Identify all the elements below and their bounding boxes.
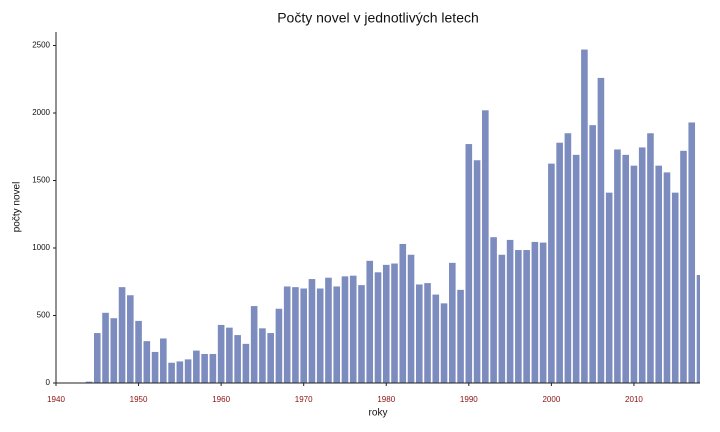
x-tick-label: 2000 (542, 395, 560, 404)
bar (127, 295, 134, 383)
bar (449, 262, 456, 383)
bar (275, 308, 283, 383)
bar (663, 172, 671, 383)
bar (622, 154, 629, 383)
bar (358, 285, 365, 383)
bar (349, 275, 357, 383)
bar (234, 335, 241, 383)
x-tick-label: 1990 (460, 395, 478, 404)
y-tick-label: 1000 (32, 243, 50, 252)
y-axis-label: počty novel (12, 182, 23, 233)
bar (506, 239, 514, 383)
bar (292, 287, 299, 383)
bar (523, 250, 530, 383)
bar (151, 351, 159, 383)
bar (267, 333, 274, 383)
bar (556, 142, 563, 383)
bar (143, 341, 151, 383)
bar (209, 353, 217, 383)
bar (226, 327, 233, 383)
bar (176, 361, 184, 383)
bar (473, 160, 481, 383)
bar (415, 284, 423, 383)
bar (647, 133, 654, 383)
x-tick-label: 1940 (47, 395, 65, 404)
bar (201, 353, 208, 383)
x-axis-label: roky (369, 408, 388, 419)
bar (457, 289, 464, 383)
bar (85, 381, 93, 383)
bar (424, 283, 431, 383)
bar (399, 243, 407, 383)
bar (655, 165, 663, 383)
bar (680, 150, 687, 383)
bar (515, 250, 522, 383)
bar (160, 338, 167, 383)
bar (382, 264, 390, 383)
bar (440, 303, 448, 383)
bar (572, 154, 580, 383)
bar (597, 77, 605, 383)
bar (366, 260, 374, 383)
bar (325, 277, 332, 383)
x-tick-label: 1980 (377, 395, 395, 404)
bar (333, 286, 341, 383)
bar (242, 343, 250, 383)
bar (341, 276, 349, 383)
bar (531, 241, 539, 383)
chart-title: Počty novel v jednotlivých letech (277, 10, 479, 26)
bars (85, 49, 700, 383)
bar (110, 318, 118, 383)
bar (548, 163, 555, 383)
y-tick-label: 1500 (32, 176, 50, 185)
x-tick-label: 1950 (130, 395, 148, 404)
bar (118, 287, 126, 383)
bar (581, 49, 588, 383)
bar (564, 133, 572, 383)
bar (490, 237, 497, 383)
bar (696, 275, 700, 383)
bar (688, 122, 696, 383)
bar (391, 263, 398, 383)
bar (671, 192, 679, 383)
bar (589, 125, 596, 383)
bar (168, 362, 175, 383)
bar (259, 328, 266, 383)
bar (102, 312, 109, 383)
y-tick-label: 500 (37, 311, 51, 320)
x-tick-label: 2010 (625, 395, 643, 404)
x-tick-label: 1960 (212, 395, 230, 404)
bar (614, 149, 621, 383)
bar (630, 165, 638, 383)
x-tick-label: 1970 (295, 395, 313, 404)
bar (482, 110, 489, 383)
bar (465, 144, 473, 383)
bar (193, 350, 200, 383)
bar (638, 147, 646, 383)
bar (316, 288, 324, 383)
bar (250, 306, 258, 383)
y-tick-label: 2000 (32, 108, 50, 117)
bar (217, 324, 225, 383)
bar (300, 288, 307, 383)
bar (308, 279, 316, 383)
bar (498, 254, 506, 383)
bar (93, 333, 101, 383)
bar (539, 242, 547, 383)
bar (432, 294, 440, 383)
bar (184, 359, 192, 383)
bar (135, 320, 142, 383)
bar (283, 286, 291, 383)
bar (605, 192, 613, 383)
y-tick-label: 0 (46, 378, 51, 387)
bar (407, 254, 415, 383)
bar (374, 272, 382, 383)
y-tick-label: 2500 (32, 41, 50, 50)
